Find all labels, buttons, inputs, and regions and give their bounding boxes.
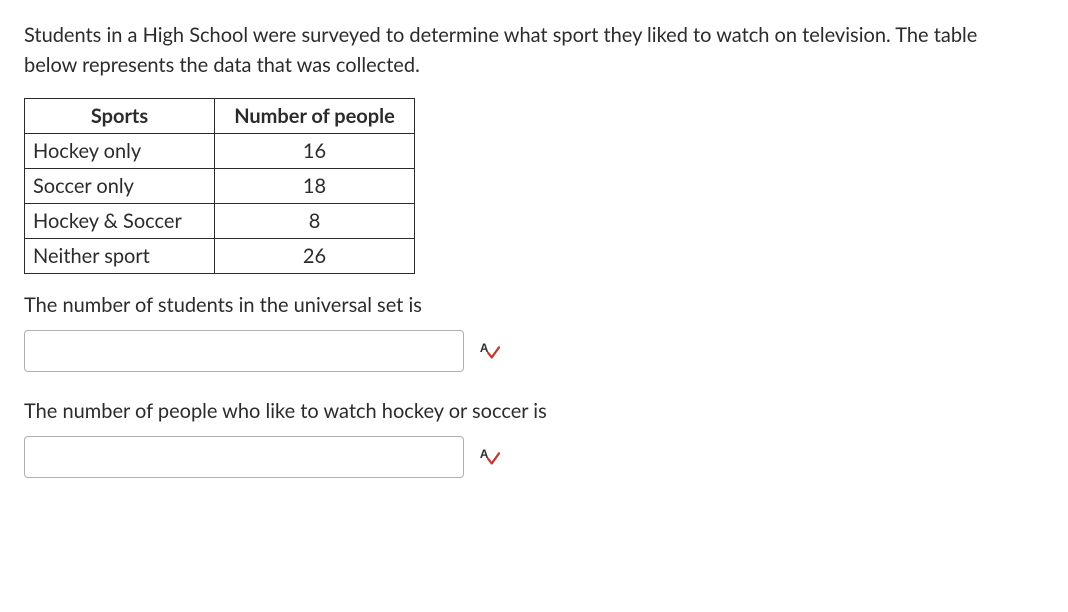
table-row: Hockey & Soccer 8 [25,204,415,239]
table-row: Hockey only 16 [25,134,415,169]
answer-1-input[interactable] [24,330,464,372]
cell-sport: Hockey & Soccer [25,204,215,239]
table-row: Neither sport 26 [25,239,415,274]
spellcheck-icon[interactable]: A [478,446,500,468]
answer-2-input[interactable] [24,436,464,478]
cell-sport: Hockey only [25,134,215,169]
cell-count: 8 [215,204,415,239]
sports-table: Sports Number of people Hockey only 16 S… [24,98,415,274]
table-row: Soccer only 18 [25,169,415,204]
cell-sport: Soccer only [25,169,215,204]
spellcheck-icon[interactable]: A [478,340,500,362]
answer-row-2: A [24,436,1044,478]
question-1-text: The number of students in the universal … [24,290,1044,320]
col-header-sports: Sports [25,99,215,134]
cell-count: 26 [215,239,415,274]
cell-count: 18 [215,169,415,204]
cell-sport: Neither sport [25,239,215,274]
question-2-text: The number of people who like to watch h… [24,396,1044,426]
answer-row-1: A [24,330,1044,372]
intro-text: Students in a High School were surveyed … [24,20,1024,80]
cell-count: 16 [215,134,415,169]
col-header-count: Number of people [215,99,415,134]
